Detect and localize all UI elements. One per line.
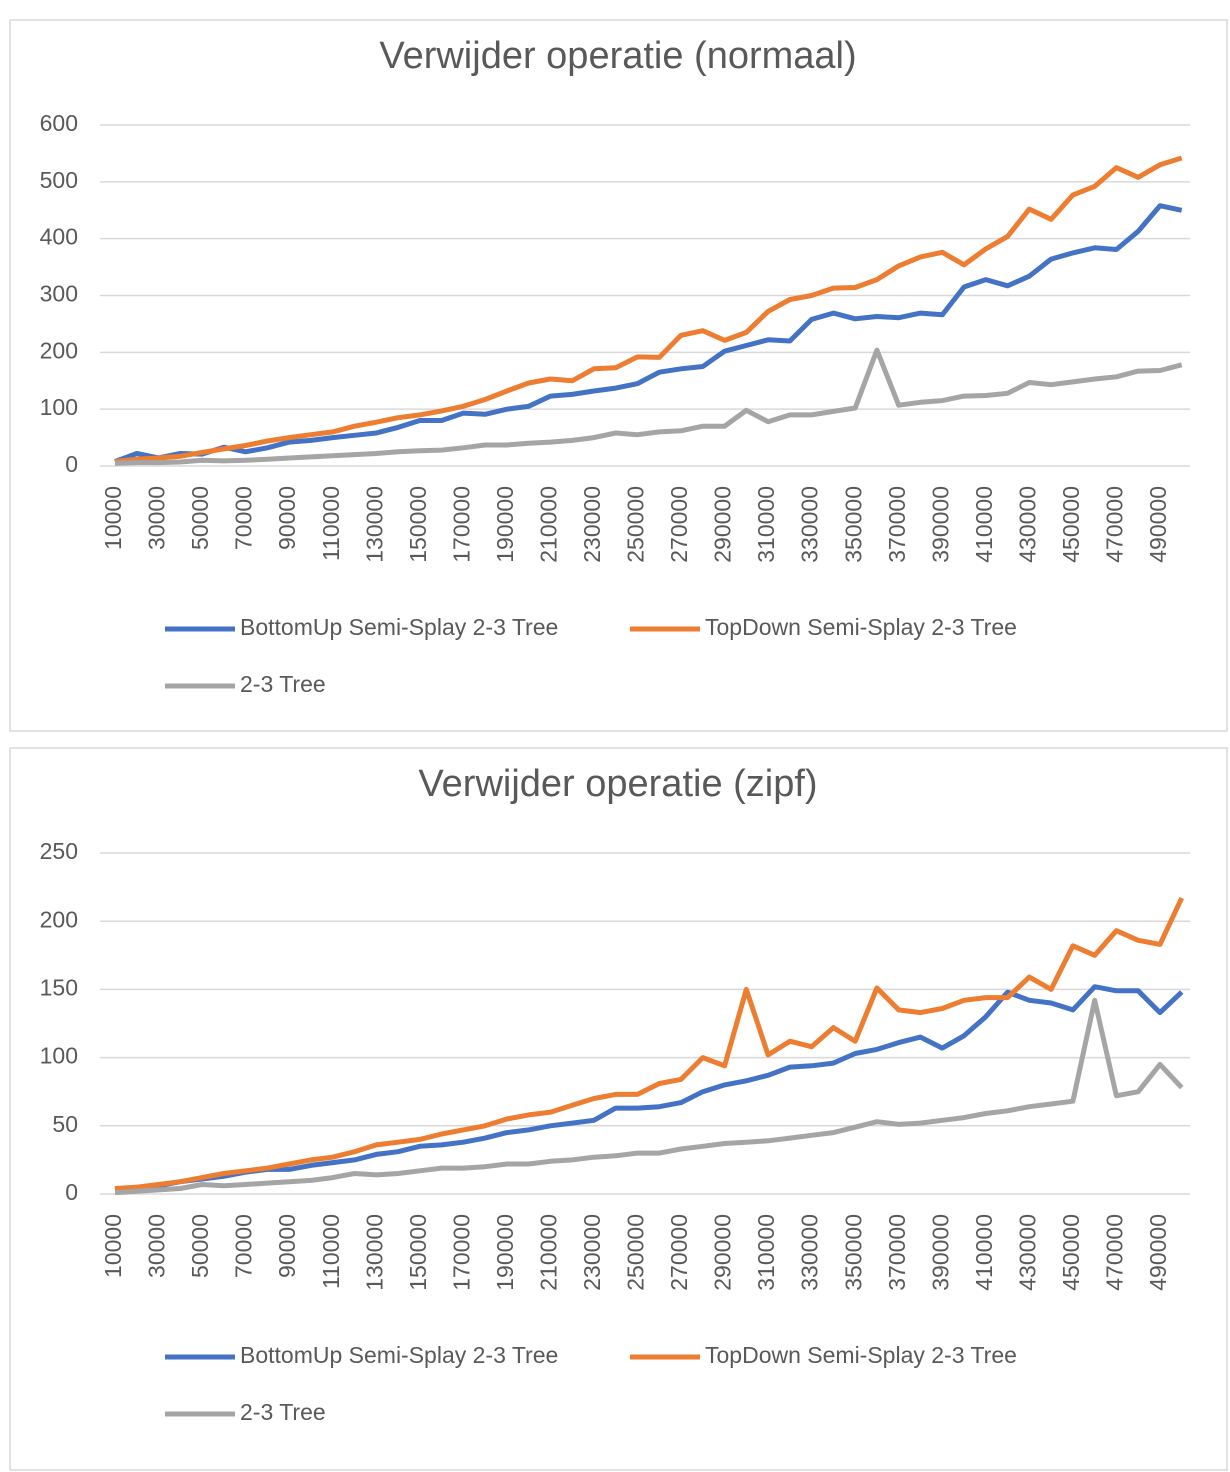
x-tick-label: 350000 bbox=[840, 486, 866, 563]
x-tick-label: 430000 bbox=[1014, 1214, 1040, 1291]
x-tick-label: 190000 bbox=[492, 1214, 518, 1291]
x-tick-label: 130000 bbox=[361, 486, 387, 563]
legend-label: 2-3 Tree bbox=[240, 671, 326, 697]
x-tick-label: 110000 bbox=[318, 1214, 344, 1289]
x-tick-label: 230000 bbox=[579, 486, 605, 563]
x-tick-label: 470000 bbox=[1101, 486, 1127, 563]
y-tick-label: 50 bbox=[52, 1111, 78, 1137]
x-tick-label: 30000 bbox=[144, 1214, 170, 1278]
x-tick-label: 430000 bbox=[1014, 486, 1040, 563]
legend-label: BottomUp Semi-Splay 2-3 Tree bbox=[240, 614, 558, 640]
x-tick-label: 290000 bbox=[710, 486, 736, 563]
legend-label: TopDown Semi-Splay 2-3 Tree bbox=[705, 1342, 1017, 1368]
x-tick-label: 330000 bbox=[797, 486, 823, 563]
x-tick-label: 270000 bbox=[666, 1214, 692, 1291]
x-tick-label: 230000 bbox=[579, 1214, 605, 1291]
legend-label: 2-3 Tree bbox=[240, 1399, 326, 1425]
chart-frame bbox=[9, 19, 1228, 732]
x-tick-label: 30000 bbox=[144, 486, 170, 550]
x-tick-label: 390000 bbox=[927, 486, 953, 563]
x-tick-label: 150000 bbox=[405, 486, 431, 563]
x-tick-label: 90000 bbox=[274, 486, 300, 550]
series-line bbox=[114, 896, 1184, 1191]
series-line bbox=[114, 203, 1183, 464]
y-tick-label: 600 bbox=[40, 110, 78, 136]
y-tick-label: 500 bbox=[40, 167, 78, 193]
x-tick-label: 250000 bbox=[623, 486, 649, 563]
y-tick-label: 0 bbox=[65, 451, 78, 477]
x-tick-label: 470000 bbox=[1101, 1214, 1127, 1291]
x-tick-label: 150000 bbox=[405, 1214, 431, 1291]
x-tick-label: 190000 bbox=[492, 486, 518, 563]
y-tick-label: 200 bbox=[40, 337, 78, 363]
series-line bbox=[114, 155, 1183, 464]
x-tick-label: 310000 bbox=[753, 1214, 779, 1291]
x-tick-label: 210000 bbox=[535, 1214, 561, 1291]
y-tick-label: 400 bbox=[40, 224, 78, 250]
x-tick-label: 390000 bbox=[927, 1214, 953, 1291]
series-line bbox=[114, 347, 1183, 466]
x-tick-label: 310000 bbox=[753, 486, 779, 563]
y-tick-label: 100 bbox=[40, 1043, 78, 1069]
y-tick-label: 250 bbox=[40, 838, 78, 864]
x-tick-label: 410000 bbox=[971, 1214, 997, 1291]
legend-label: BottomUp Semi-Splay 2-3 Tree bbox=[240, 1342, 558, 1368]
x-tick-label: 130000 bbox=[361, 1214, 387, 1291]
x-tick-label: 370000 bbox=[884, 1214, 910, 1291]
x-tick-label: 290000 bbox=[710, 1214, 736, 1291]
chart-title: Verwijder operatie (normaal) bbox=[379, 35, 856, 77]
x-tick-label: 410000 bbox=[971, 486, 997, 563]
legend-label: TopDown Semi-Splay 2-3 Tree bbox=[705, 614, 1017, 640]
x-tick-label: 450000 bbox=[1058, 1214, 1084, 1291]
x-tick-label: 490000 bbox=[1145, 1214, 1171, 1291]
y-tick-label: 200 bbox=[40, 906, 78, 932]
x-tick-label: 170000 bbox=[448, 1214, 474, 1291]
series-line bbox=[114, 997, 1184, 1196]
x-tick-label: 70000 bbox=[231, 1214, 257, 1278]
x-tick-label: 110000 bbox=[318, 486, 344, 561]
x-tick-label: 50000 bbox=[187, 1214, 213, 1278]
x-tick-label: 210000 bbox=[535, 486, 561, 563]
x-tick-label: 450000 bbox=[1058, 486, 1084, 563]
x-tick-label: 270000 bbox=[666, 486, 692, 563]
x-tick-label: 370000 bbox=[884, 486, 910, 563]
x-tick-label: 490000 bbox=[1145, 486, 1171, 563]
x-tick-label: 330000 bbox=[797, 1214, 823, 1291]
x-tick-label: 350000 bbox=[840, 1214, 866, 1291]
chart-title: Verwijder operatie (zipf) bbox=[418, 763, 817, 805]
y-tick-label: 150 bbox=[40, 974, 78, 1000]
x-tick-label: 70000 bbox=[231, 486, 257, 550]
y-tick-label: 300 bbox=[40, 281, 78, 307]
x-tick-label: 250000 bbox=[623, 1214, 649, 1291]
y-tick-label: 100 bbox=[40, 394, 78, 420]
x-tick-label: 90000 bbox=[274, 1214, 300, 1278]
x-tick-label: 50000 bbox=[187, 486, 213, 550]
x-tick-label: 10000 bbox=[100, 486, 126, 550]
x-tick-label: 10000 bbox=[100, 1214, 126, 1278]
x-tick-label: 170000 bbox=[448, 486, 474, 563]
y-tick-label: 0 bbox=[65, 1179, 78, 1205]
